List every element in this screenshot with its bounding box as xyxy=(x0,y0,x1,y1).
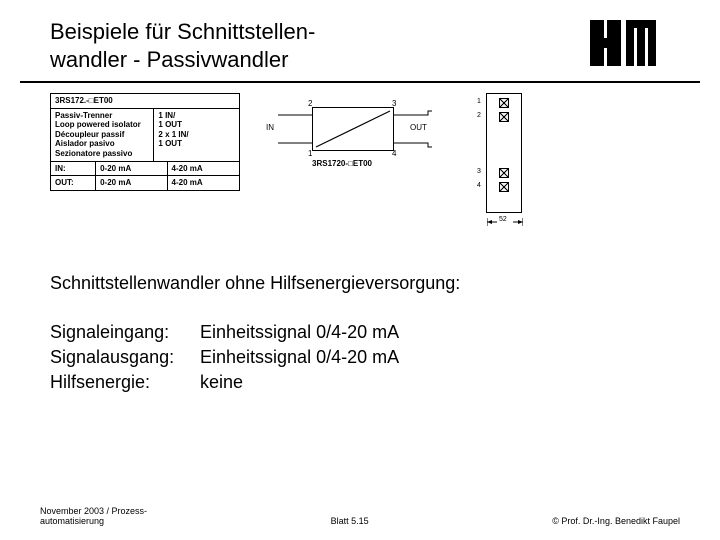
schematic-diagram: IN OUT 2 1 3 4 3RS1720-□ET00 xyxy=(268,93,438,183)
spec-port-3: 2 x 1 IN/ xyxy=(158,130,235,140)
term-dim: 52 xyxy=(499,216,507,223)
caption: Schnittstellenwandler ohne Hilfsenergiev… xyxy=(50,273,670,294)
spec-name-4: Sezionatore passivo xyxy=(55,149,149,159)
title-line-1: Beispiele für Schnittstellen- xyxy=(50,19,315,44)
spec-in-v1: 0-20 mA xyxy=(96,162,167,176)
term-box-3 xyxy=(499,168,509,178)
spec-out-v1: 0-20 mA xyxy=(96,176,167,190)
footer-right: © Prof. Dr.-Ing. Benedikt Faupel xyxy=(552,516,680,526)
spec-name-2: Découpleur passif xyxy=(55,130,149,140)
figure-row: 3RS172.-□ET00 Passiv-Trenner Loop powere… xyxy=(50,93,670,213)
sig-aux-value: keine xyxy=(200,370,243,395)
schematic-t1: 1 xyxy=(308,149,312,158)
terminal-diagram: 1 2 3 4 52 xyxy=(486,93,522,213)
term-box-2 xyxy=(499,112,509,122)
schematic-t4: 4 xyxy=(392,149,396,158)
spec-port-1: 1 OUT xyxy=(158,120,235,130)
term-n1: 1 xyxy=(477,98,481,105)
schematic-out: OUT xyxy=(410,123,427,132)
spec-names: Passiv-Trenner Loop powered isolator Déc… xyxy=(51,109,154,161)
sig-out-label: Signalausgang: xyxy=(50,345,200,370)
spec-port-0: 1 IN/ xyxy=(158,111,235,121)
page-title: Beispiele für Schnittstellen- wandler - … xyxy=(50,18,315,73)
spec-head: 3RS172.-□ET00 xyxy=(51,94,239,109)
schematic-t2: 2 xyxy=(308,99,312,108)
term-n2: 2 xyxy=(477,112,481,119)
spec-in-v2: 4-20 mA xyxy=(168,162,239,176)
signal-table: Signaleingang: Einheitssignal 0/4-20 mA … xyxy=(50,320,670,396)
spec-name-1: Loop powered isolator xyxy=(55,120,149,130)
sig-out-value: Einheitssignal 0/4-20 mA xyxy=(200,345,399,370)
footer-left-2: automatisierung xyxy=(40,516,104,526)
sig-in-label: Signaleingang: xyxy=(50,320,200,345)
spec-port-4: 1 OUT xyxy=(158,139,235,149)
term-n4: 4 xyxy=(477,182,481,189)
footer-left-1: November 2003 / Prozess- xyxy=(40,506,147,516)
footer-mid: Blatt 5.15 xyxy=(331,516,369,526)
spec-out-label: OUT: xyxy=(51,176,96,190)
schematic-in: IN xyxy=(266,123,274,132)
htw-logo xyxy=(590,20,670,73)
term-n3: 3 xyxy=(477,168,481,175)
spec-in-label: IN: xyxy=(51,162,96,176)
term-box-1 xyxy=(499,98,509,108)
footer: November 2003 / Prozess- automatisierung… xyxy=(40,506,680,526)
term-box-4 xyxy=(499,182,509,192)
sig-aux-label: Hilfsenergie: xyxy=(50,370,200,395)
footer-left: November 2003 / Prozess- automatisierung xyxy=(40,506,147,526)
title-line-2: wandler - Passivwandler xyxy=(50,47,288,72)
schematic-t3: 3 xyxy=(392,99,396,108)
spec-name-0: Passiv-Trenner xyxy=(55,111,149,121)
spec-name-3: Aislador pasivo xyxy=(55,139,149,149)
schematic-part: 3RS1720-□ET00 xyxy=(312,159,372,168)
spec-out-v2: 4-20 mA xyxy=(168,176,239,190)
spec-table: 3RS172.-□ET00 Passiv-Trenner Loop powere… xyxy=(50,93,240,191)
sig-in-value: Einheitssignal 0/4-20 mA xyxy=(200,320,399,345)
spec-ports: 1 IN/ 1 OUT 2 x 1 IN/ 1 OUT xyxy=(154,109,239,161)
